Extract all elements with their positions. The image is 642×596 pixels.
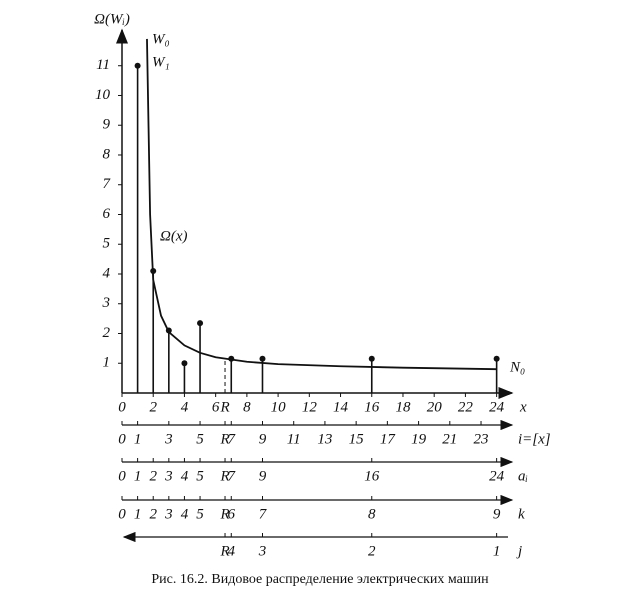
stem-dot (368, 355, 375, 362)
scale-label: 1 (134, 468, 142, 484)
x-tick-label: 4 (181, 399, 189, 415)
scale-label: 2 (149, 468, 157, 484)
scale-label: 13 (317, 431, 332, 447)
x-tick-label: 6 (212, 399, 220, 415)
scale-label: 15 (349, 431, 365, 447)
scale-label: 21 (442, 431, 457, 447)
y-tick-label: 4 (103, 265, 111, 281)
scale-label: 6 (228, 506, 236, 522)
y-tick-label: 2 (103, 325, 111, 341)
y-tick-label: 10 (95, 87, 111, 103)
scale-label: R (219, 431, 229, 447)
scale-label: 7 (228, 468, 237, 484)
scale-label: 3 (164, 431, 173, 447)
scale-label: 0 (118, 506, 126, 522)
scale-label: 2 (149, 506, 157, 522)
scale-label: 24 (489, 468, 505, 484)
scale-label: 4 (181, 468, 189, 484)
x-tick-label: 14 (333, 399, 349, 415)
scale-label: R (219, 543, 229, 559)
scale-label: 23 (474, 431, 489, 447)
annotation: N₀ (509, 359, 525, 375)
scale-label: 7 (228, 431, 237, 447)
scale-name: k (518, 506, 525, 522)
scale-label: 5 (196, 506, 204, 522)
scale-label: 5 (196, 468, 204, 484)
curve (146, 38, 497, 371)
stem-dot (134, 62, 141, 69)
scale-label: 3 (164, 506, 173, 522)
scale-label: 19 (411, 431, 427, 447)
scale-name: j (516, 543, 522, 559)
r-label: R (219, 399, 229, 415)
y-tick-label: 5 (103, 236, 111, 252)
y-tick-label: 11 (96, 57, 110, 73)
curve-label: Ω(x) (160, 228, 188, 244)
annotation: W₁ (152, 54, 170, 70)
scale-name: aᵢ (518, 468, 528, 484)
stem-dot (197, 320, 204, 327)
scale-label: 9 (259, 431, 267, 447)
x-tick-label: 24 (489, 399, 505, 415)
x-tick-label: 18 (395, 399, 411, 415)
x-tick-label: 8 (243, 399, 251, 415)
x-tick-label: 12 (302, 399, 318, 415)
caption: Рис. 16.2. Видовое распределение электри… (151, 572, 489, 587)
scale-label: 1 (134, 506, 142, 522)
y-tick-label: 8 (103, 146, 111, 162)
x-tick-label: 20 (427, 399, 443, 415)
scale-label: 7 (259, 506, 268, 522)
y-tick-label: 3 (102, 295, 111, 311)
scale-label: 2 (368, 543, 376, 559)
scale-label: 4 (228, 543, 236, 559)
scale-label: 1 (134, 431, 142, 447)
scale-label: 0 (118, 431, 126, 447)
scale-label: 17 (380, 431, 397, 447)
x-tick-label: 0 (118, 399, 126, 415)
y-axis-label: Ω(Wᵢ) (94, 11, 130, 27)
x-axis-label: x (519, 399, 527, 415)
scale-label: 9 (493, 506, 501, 522)
scale-label: R (219, 468, 229, 484)
scale-label: 8 (368, 506, 376, 522)
stem-dot (493, 355, 500, 362)
x-tick-label: 2 (149, 399, 157, 415)
stem-dot (181, 360, 188, 367)
scale-label: 0 (118, 468, 126, 484)
scale-label: 3 (164, 468, 173, 484)
y-tick-label: 1 (103, 355, 111, 371)
scale-label: R (219, 506, 229, 522)
scale-label: 16 (364, 468, 380, 484)
y-tick-label: 7 (103, 176, 112, 192)
scale-label: 9 (259, 468, 267, 484)
x-tick-label: 22 (458, 399, 474, 415)
annotation: W₀ (152, 31, 170, 47)
scale-label: 5 (196, 431, 204, 447)
scale-label: 4 (181, 506, 189, 522)
scale-label: 3 (258, 543, 267, 559)
scale-label: 11 (287, 431, 301, 447)
x-tick-label: 10 (271, 399, 287, 415)
y-tick-label: 6 (103, 206, 111, 222)
y-tick-label: 9 (103, 117, 111, 133)
scale-label: 1 (493, 543, 501, 559)
x-tick-label: 16 (364, 399, 380, 415)
stem-dot (259, 355, 266, 362)
scale-name: i=[x] (518, 431, 551, 447)
